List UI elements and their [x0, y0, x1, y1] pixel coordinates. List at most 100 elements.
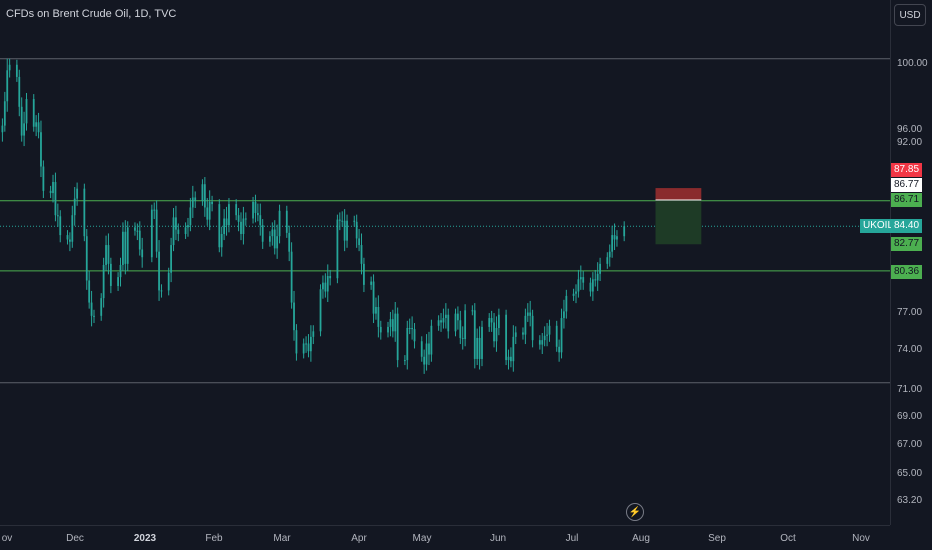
candle-body [594, 279, 597, 281]
candle-body [85, 236, 88, 281]
candle-body [68, 239, 71, 242]
price-tick-label: 65.00 [897, 468, 923, 479]
candle-body [360, 245, 363, 264]
candle-body [184, 227, 187, 234]
candle-body [563, 311, 565, 319]
candle-body [420, 341, 423, 357]
candle-body [391, 319, 394, 332]
candle-body [495, 328, 498, 342]
candle-body [278, 210, 281, 237]
candle-body [305, 343, 307, 345]
candle-body [444, 314, 447, 319]
candle-body [454, 313, 457, 332]
time-label-jul: Jul [565, 533, 579, 544]
candle-body [8, 64, 11, 71]
candle-body [167, 272, 170, 291]
candle-body [93, 315, 95, 317]
candle-body [187, 225, 189, 228]
candle-body [269, 236, 271, 242]
candle-body [408, 328, 411, 330]
candle-body [341, 220, 344, 222]
time-label-jun: Jun [489, 533, 507, 544]
candle-body [285, 210, 288, 233]
candle-body [237, 215, 240, 222]
time-label-mar: Mar [273, 533, 291, 544]
candle-body [541, 340, 544, 345]
currency-button[interactable]: USD [894, 4, 926, 26]
candle-body [56, 215, 59, 217]
price-tick-label: 100.00 [897, 58, 928, 69]
time-label-nov-2: Nov [852, 533, 870, 544]
candle-body [437, 320, 440, 326]
candle-body [611, 235, 614, 252]
candle-body [302, 343, 305, 354]
price-tick-label: 77.00 [897, 307, 923, 318]
candle-body [522, 332, 524, 335]
candle-body [481, 326, 483, 359]
candle-body [575, 291, 577, 294]
candle-body [218, 204, 221, 248]
candle-body [37, 122, 40, 133]
candle-body [71, 215, 74, 242]
candle-body [49, 190, 52, 194]
candle-body [259, 215, 262, 226]
candle-body [32, 99, 35, 127]
candle-body [471, 310, 474, 312]
stop-price-label: 87.85 [891, 163, 923, 177]
candle-body [122, 231, 124, 265]
candle-body [512, 336, 515, 362]
target-price-label: 82.77 [891, 237, 923, 251]
candle-body [194, 197, 197, 201]
candle-body [428, 343, 430, 355]
candle-body [372, 281, 375, 314]
candle-body [370, 281, 373, 285]
candle-body [54, 182, 57, 216]
candle-body [464, 310, 467, 340]
candle-body [158, 251, 160, 291]
price-tick-label: 69.00 [897, 411, 923, 422]
candle-body [538, 340, 541, 345]
candle-body [389, 319, 392, 327]
lower-level-label: 80.36 [891, 265, 923, 279]
candle-body [244, 218, 247, 220]
price-tick-label: 67.00 [897, 439, 923, 450]
candle-body [100, 298, 103, 316]
candle-body [403, 360, 406, 362]
candle-body [387, 326, 389, 333]
candle-body [442, 318, 445, 323]
candle-body [208, 201, 211, 220]
candle-body [613, 235, 616, 240]
candle-body [507, 356, 510, 361]
time-label-2023: 2023 [133, 533, 157, 544]
candle-body [375, 306, 377, 314]
candle-body [25, 99, 28, 124]
candle-body [203, 184, 206, 208]
candle-body [155, 209, 158, 252]
candle-body [35, 122, 38, 127]
candle-body [290, 251, 293, 303]
candle-body [3, 101, 6, 126]
candle-body [406, 328, 409, 361]
take-profit-zone[interactable] [655, 200, 702, 245]
candle-body [577, 279, 580, 292]
candle-body [160, 290, 163, 292]
time-label-nov: ov [1, 533, 13, 544]
candle-body [177, 229, 180, 234]
stop-loss-zone[interactable] [655, 188, 702, 201]
candle-body [396, 313, 399, 361]
candle-body [276, 236, 279, 249]
candle-body [526, 312, 529, 316]
candle-body [273, 229, 276, 249]
candle-body [107, 245, 110, 264]
candle-body [18, 76, 21, 107]
candle-body [295, 330, 298, 354]
candle-body [599, 263, 601, 274]
lightning-icon[interactable]: ⚡ [626, 503, 644, 521]
candle-body [343, 220, 346, 241]
candle-body [440, 320, 442, 323]
candle-body [134, 227, 136, 231]
time-label-oct: Oct [780, 533, 796, 544]
candle-body [329, 276, 332, 279]
candle-body [608, 251, 611, 258]
